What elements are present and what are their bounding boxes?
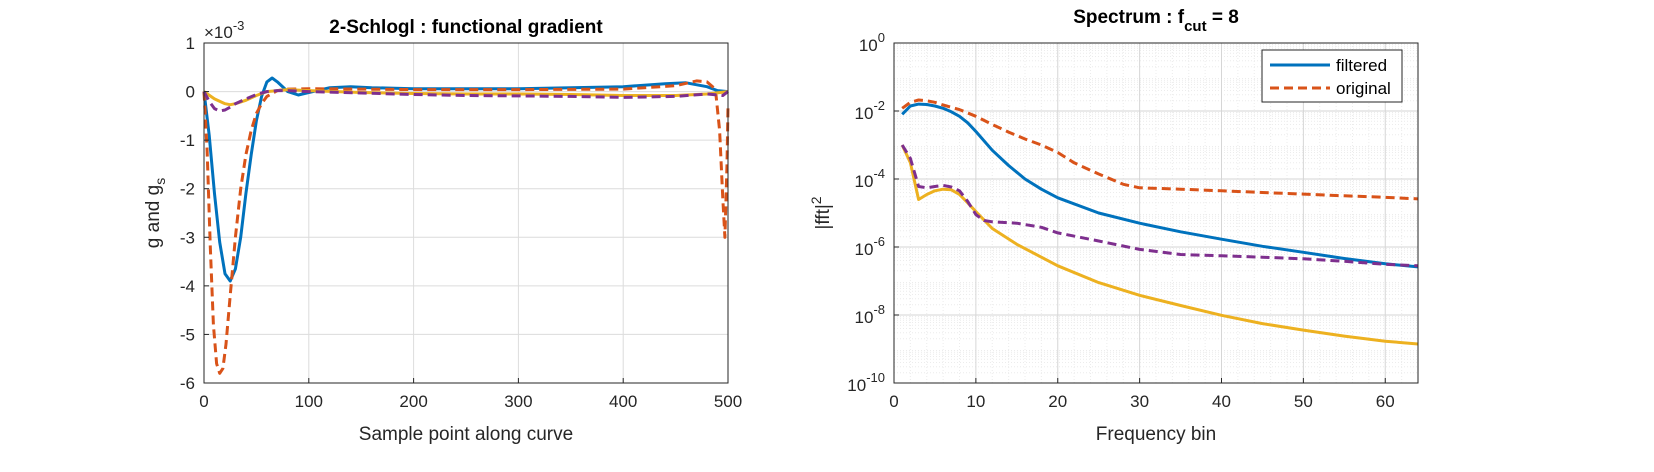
- legend-box: [1261, 49, 1403, 103]
- gradient-y-tick-label: 1: [186, 34, 195, 53]
- gradient-x-tick-label: 200: [399, 392, 427, 411]
- gradient-title: 2-Schlogl : functional gradient: [329, 17, 603, 38]
- gradient-y-tick-label: 0: [186, 83, 195, 102]
- spectrum-y-axis-label-sup: 2: [808, 196, 824, 204]
- spectrum-tick-labels: 0 10 20 30 40 50 60 100 10-2 10-4 10-6 10-8 10-10: [847, 30, 1394, 411]
- spectrum-y-tick-label: 10-8: [855, 302, 885, 327]
- spectrum-x-tick-label: 30: [1130, 392, 1149, 411]
- spectrum-x-tick-label: 10: [966, 392, 985, 411]
- gradient-y-axis-label-main: g and g: [143, 185, 164, 248]
- spectrum-series-line-2: [900, 144, 1419, 346]
- spectrum-x-axis-label: Frequency bin: [1096, 424, 1216, 445]
- gradient-x-tick-label: 0: [199, 392, 208, 411]
- spectrum-x-tick-label: 50: [1294, 392, 1313, 411]
- gradient-series-line-3: [202, 89, 729, 113]
- spectrum-x-tick-label: 60: [1376, 392, 1395, 411]
- gradient-x-axis-label: Sample point along curve: [359, 424, 573, 445]
- gradient-y-tick-label: -6: [180, 374, 195, 393]
- spectrum-y-tick-label: 100: [859, 30, 885, 55]
- gradient-ticks: [203, 42, 729, 384]
- spectrum-title: Spectrum : fcut = 8: [1073, 7, 1239, 35]
- spectrum-title-sub: cut: [1184, 18, 1207, 35]
- spectrum-axes-box: [893, 42, 1419, 384]
- spectrum-y-tick-label: 10-6: [855, 234, 885, 259]
- gradient-tick-labels: 0 100 200 300 400 500 -6 -5 -4 -3 -2 -1 0 1: [180, 34, 742, 411]
- gradient-x-tick-label: 300: [504, 392, 532, 411]
- gradient-x-tick-label: 500: [714, 392, 742, 411]
- gradient-chart: 0 100 200 300 400 500 -6 -5 -4 -3 -2 -1 0 1 2-Schlogl…: [143, 17, 742, 445]
- gradient-x-tick-label: 100: [295, 392, 323, 411]
- spectrum-legend: filtered original: [1261, 49, 1403, 103]
- gradient-exponent-base: ×10: [204, 23, 233, 42]
- legend-label-filtered: filtered: [1336, 56, 1387, 75]
- gradient-y-tick-label: -3: [180, 228, 195, 247]
- gradient-series-line-1: [202, 79, 730, 375]
- gradient-axes-box: [203, 42, 729, 384]
- spectrum-x-tick-label: 40: [1212, 392, 1231, 411]
- gradient-y-tick-label: -4: [180, 277, 195, 296]
- spectrum-title-main: Spectrum : f: [1073, 7, 1185, 28]
- gradient-exponent-power: -3: [233, 18, 245, 33]
- spectrum-series-line-0: [901, 102, 1419, 269]
- spectrum-series-line-1: [901, 98, 1419, 201]
- spectrum-title-tail: = 8: [1207, 7, 1239, 28]
- spectrum-series: [900, 98, 1419, 346]
- spectrum-series-line-3: [900, 144, 1419, 268]
- gradient-series: [202, 76, 730, 375]
- spectrum-ticks: [893, 42, 1386, 384]
- gradient-y-tick-label: -1: [180, 131, 195, 150]
- legend-label-original: original: [1336, 79, 1391, 98]
- spectrum-y-tick-label: 10-2: [855, 98, 885, 123]
- gradient-plot-area: [204, 43, 728, 383]
- gradient-x-tick-label: 400: [609, 392, 637, 411]
- gradient-y-tick-label: -5: [180, 325, 195, 344]
- gradient-exponent-label: ×10-3: [204, 18, 244, 42]
- spectrum-x-tick-label: 0: [889, 392, 898, 411]
- spectrum-y-axis-label: |fft|2: [808, 196, 834, 229]
- spectrum-chart: 0 10 20 30 40 50 60 100 10-2 10-4 10-6 10-8 10-10 Sp…: [808, 7, 1419, 445]
- gradient-y-axis-label-sub: s: [152, 178, 168, 185]
- gradient-y-axis-label: g and gs: [143, 178, 168, 248]
- gradient-y-tick-label: -2: [180, 180, 195, 199]
- spectrum-y-tick-label: 10-10: [847, 370, 885, 395]
- spectrum-y-tick-label: 10-4: [855, 166, 885, 191]
- spectrum-y-axis-label-main: |fft|: [813, 204, 834, 229]
- spectrum-x-tick-label: 20: [1048, 392, 1067, 411]
